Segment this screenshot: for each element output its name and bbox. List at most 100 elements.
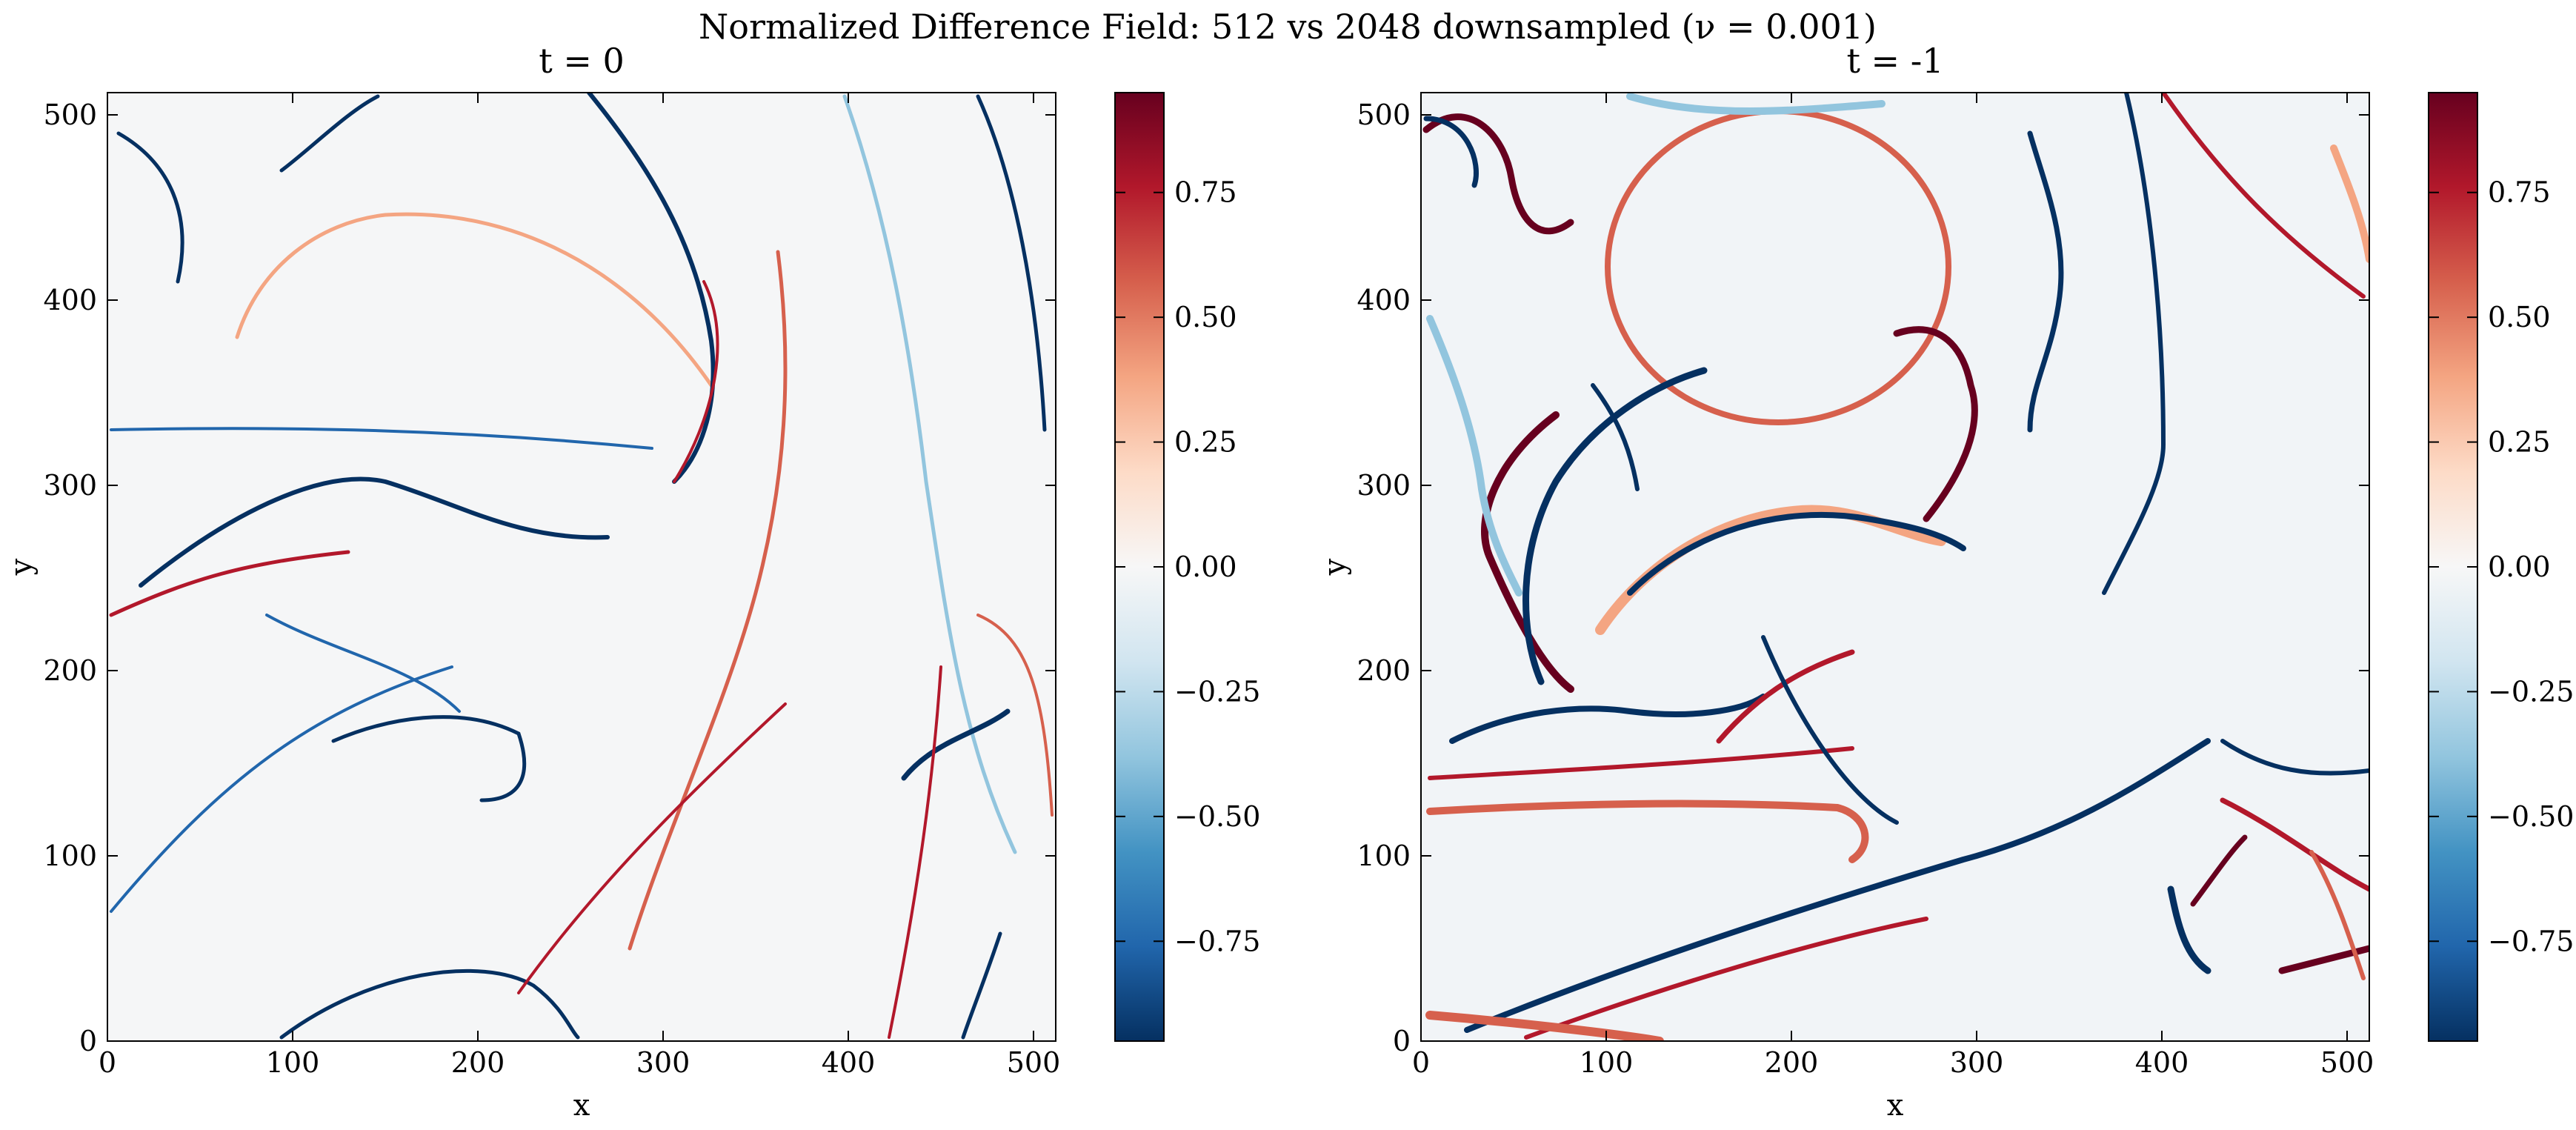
y-tick-label: 500	[1357, 99, 1411, 131]
x-tick-label: 400	[822, 1046, 876, 1079]
filament	[587, 93, 716, 484]
x-axis: 0 100 200 300 400 500	[1412, 93, 2374, 1079]
y-tick-label: 300	[1357, 469, 1411, 502]
filament	[1591, 383, 1640, 491]
filament	[235, 212, 713, 388]
y-tick-label: 500	[43, 99, 97, 131]
filament	[2190, 834, 2248, 907]
x-tick-label: 0	[99, 1046, 116, 1079]
filament	[2278, 945, 2369, 974]
colorbar: 0.75 0.50 0.25 0.00 −0.25 −0.50 −0.75	[1114, 92, 1260, 1042]
filament	[2161, 93, 2366, 299]
heatmap-background	[1421, 93, 2369, 1041]
filament	[901, 708, 1011, 781]
filament	[1481, 411, 1574, 693]
filament	[1464, 738, 2211, 1033]
filament	[517, 702, 787, 994]
filament	[2330, 144, 2369, 263]
filament	[2220, 797, 2369, 892]
y-axis: 0 100 200 300 400 500	[1357, 99, 2369, 1057]
filament	[331, 715, 527, 802]
filament	[1425, 1011, 1664, 1041]
plot-frame	[107, 92, 1056, 1042]
y-tick-label: 400	[1357, 284, 1411, 316]
colorbar-tick-label: 0.75	[2488, 176, 2551, 209]
filament	[279, 94, 380, 173]
filament	[2167, 885, 2211, 974]
colorbar: 0.75 0.50 0.25 0.00 −0.25 −0.50 −0.75	[2428, 92, 2574, 1042]
panel-title: t = 0	[539, 41, 625, 81]
y-tick-label: 200	[1357, 654, 1411, 687]
filament	[139, 476, 610, 588]
filament	[842, 94, 1017, 854]
filament	[110, 665, 453, 913]
filament	[279, 968, 580, 1040]
colorbar-tick-label: 0.00	[2488, 551, 2551, 583]
x-tick-label: 200	[451, 1046, 505, 1079]
x-tick-label: 300	[636, 1046, 690, 1079]
heatmap-field	[1422, 93, 2369, 1041]
filament	[1449, 694, 1766, 744]
colorbar-tick-label: −0.75	[2488, 925, 2574, 957]
x-tick-label: 200	[1765, 1046, 1819, 1079]
filament	[109, 550, 350, 617]
colorbar-ticks: 0.75 0.50 0.25 0.00 −0.25 −0.50 −0.75	[1115, 176, 1260, 957]
y-tick-label: 200	[43, 654, 97, 687]
filament	[1422, 113, 1574, 235]
x-tick-label: 100	[1580, 1046, 1634, 1079]
filament	[2102, 93, 2166, 595]
heatmap-background	[107, 93, 1056, 1041]
filament	[265, 614, 461, 713]
x-tick-label: 500	[1007, 1046, 1061, 1079]
plot-frame	[1420, 92, 2370, 1042]
x-tick-label: 400	[2135, 1046, 2189, 1079]
filament	[961, 931, 1002, 1040]
filament	[1627, 511, 1966, 596]
colorbar-tick-label: 0.25	[2488, 426, 2551, 459]
filament	[628, 250, 788, 951]
filament	[2027, 130, 2064, 433]
colorbar-tick-label: −0.50	[2488, 800, 2574, 833]
filament	[1428, 746, 1854, 780]
colorbar-tick-label: 0.00	[1174, 551, 1237, 583]
filament	[2309, 850, 2366, 980]
filament	[1893, 326, 1978, 522]
colorbar-tick-label: −0.25	[1174, 675, 1260, 708]
x-tick-label: 300	[1950, 1046, 2004, 1079]
y-axis-label: y	[4, 558, 39, 576]
colorbar-tick-label: 0.50	[2488, 301, 2551, 333]
figure-suptitle: Normalized Difference Field: 512 vs 2048…	[699, 7, 1877, 47]
y-tick-label: 400	[43, 284, 97, 316]
filament	[1626, 93, 1886, 115]
x-tick-label: 100	[266, 1046, 320, 1079]
x-tick-label: 500	[2320, 1046, 2374, 1079]
filament	[110, 427, 653, 450]
filament	[1522, 367, 1708, 685]
filament	[1761, 635, 1899, 825]
filament	[1524, 917, 1928, 1040]
y-tick-label: 300	[43, 469, 97, 502]
panel-t-minus-1: t = -1	[1318, 41, 2574, 1123]
filament	[116, 131, 184, 284]
y-tick-label: 0	[1393, 1025, 1411, 1057]
colorbar-tick-label: −0.25	[2488, 675, 2574, 708]
y-tick-label: 0	[79, 1025, 97, 1057]
x-axis-label: x	[1887, 1089, 1904, 1123]
filament	[2220, 739, 2369, 776]
colorbar-tick-label: −0.75	[1174, 925, 1260, 957]
x-axis-label: x	[573, 1089, 590, 1123]
colorbar-tick-label: 0.75	[1174, 176, 1237, 209]
colorbar-ticks: 0.75 0.50 0.25 0.00 −0.25 −0.50 −0.75	[2429, 176, 2574, 957]
y-axis-label: y	[1318, 558, 1352, 576]
colorbar-tick-label: 0.25	[1174, 426, 1237, 459]
y-tick-label: 100	[43, 840, 97, 872]
filament	[1423, 116, 1479, 188]
filament	[976, 614, 1054, 817]
x-axis: 0 100 200 300 400 500	[99, 93, 1060, 1079]
filament	[673, 280, 719, 483]
filament	[888, 665, 942, 1039]
colorbar-tick-label: 0.50	[1174, 301, 1237, 333]
panel-title: t = -1	[1846, 41, 1943, 81]
